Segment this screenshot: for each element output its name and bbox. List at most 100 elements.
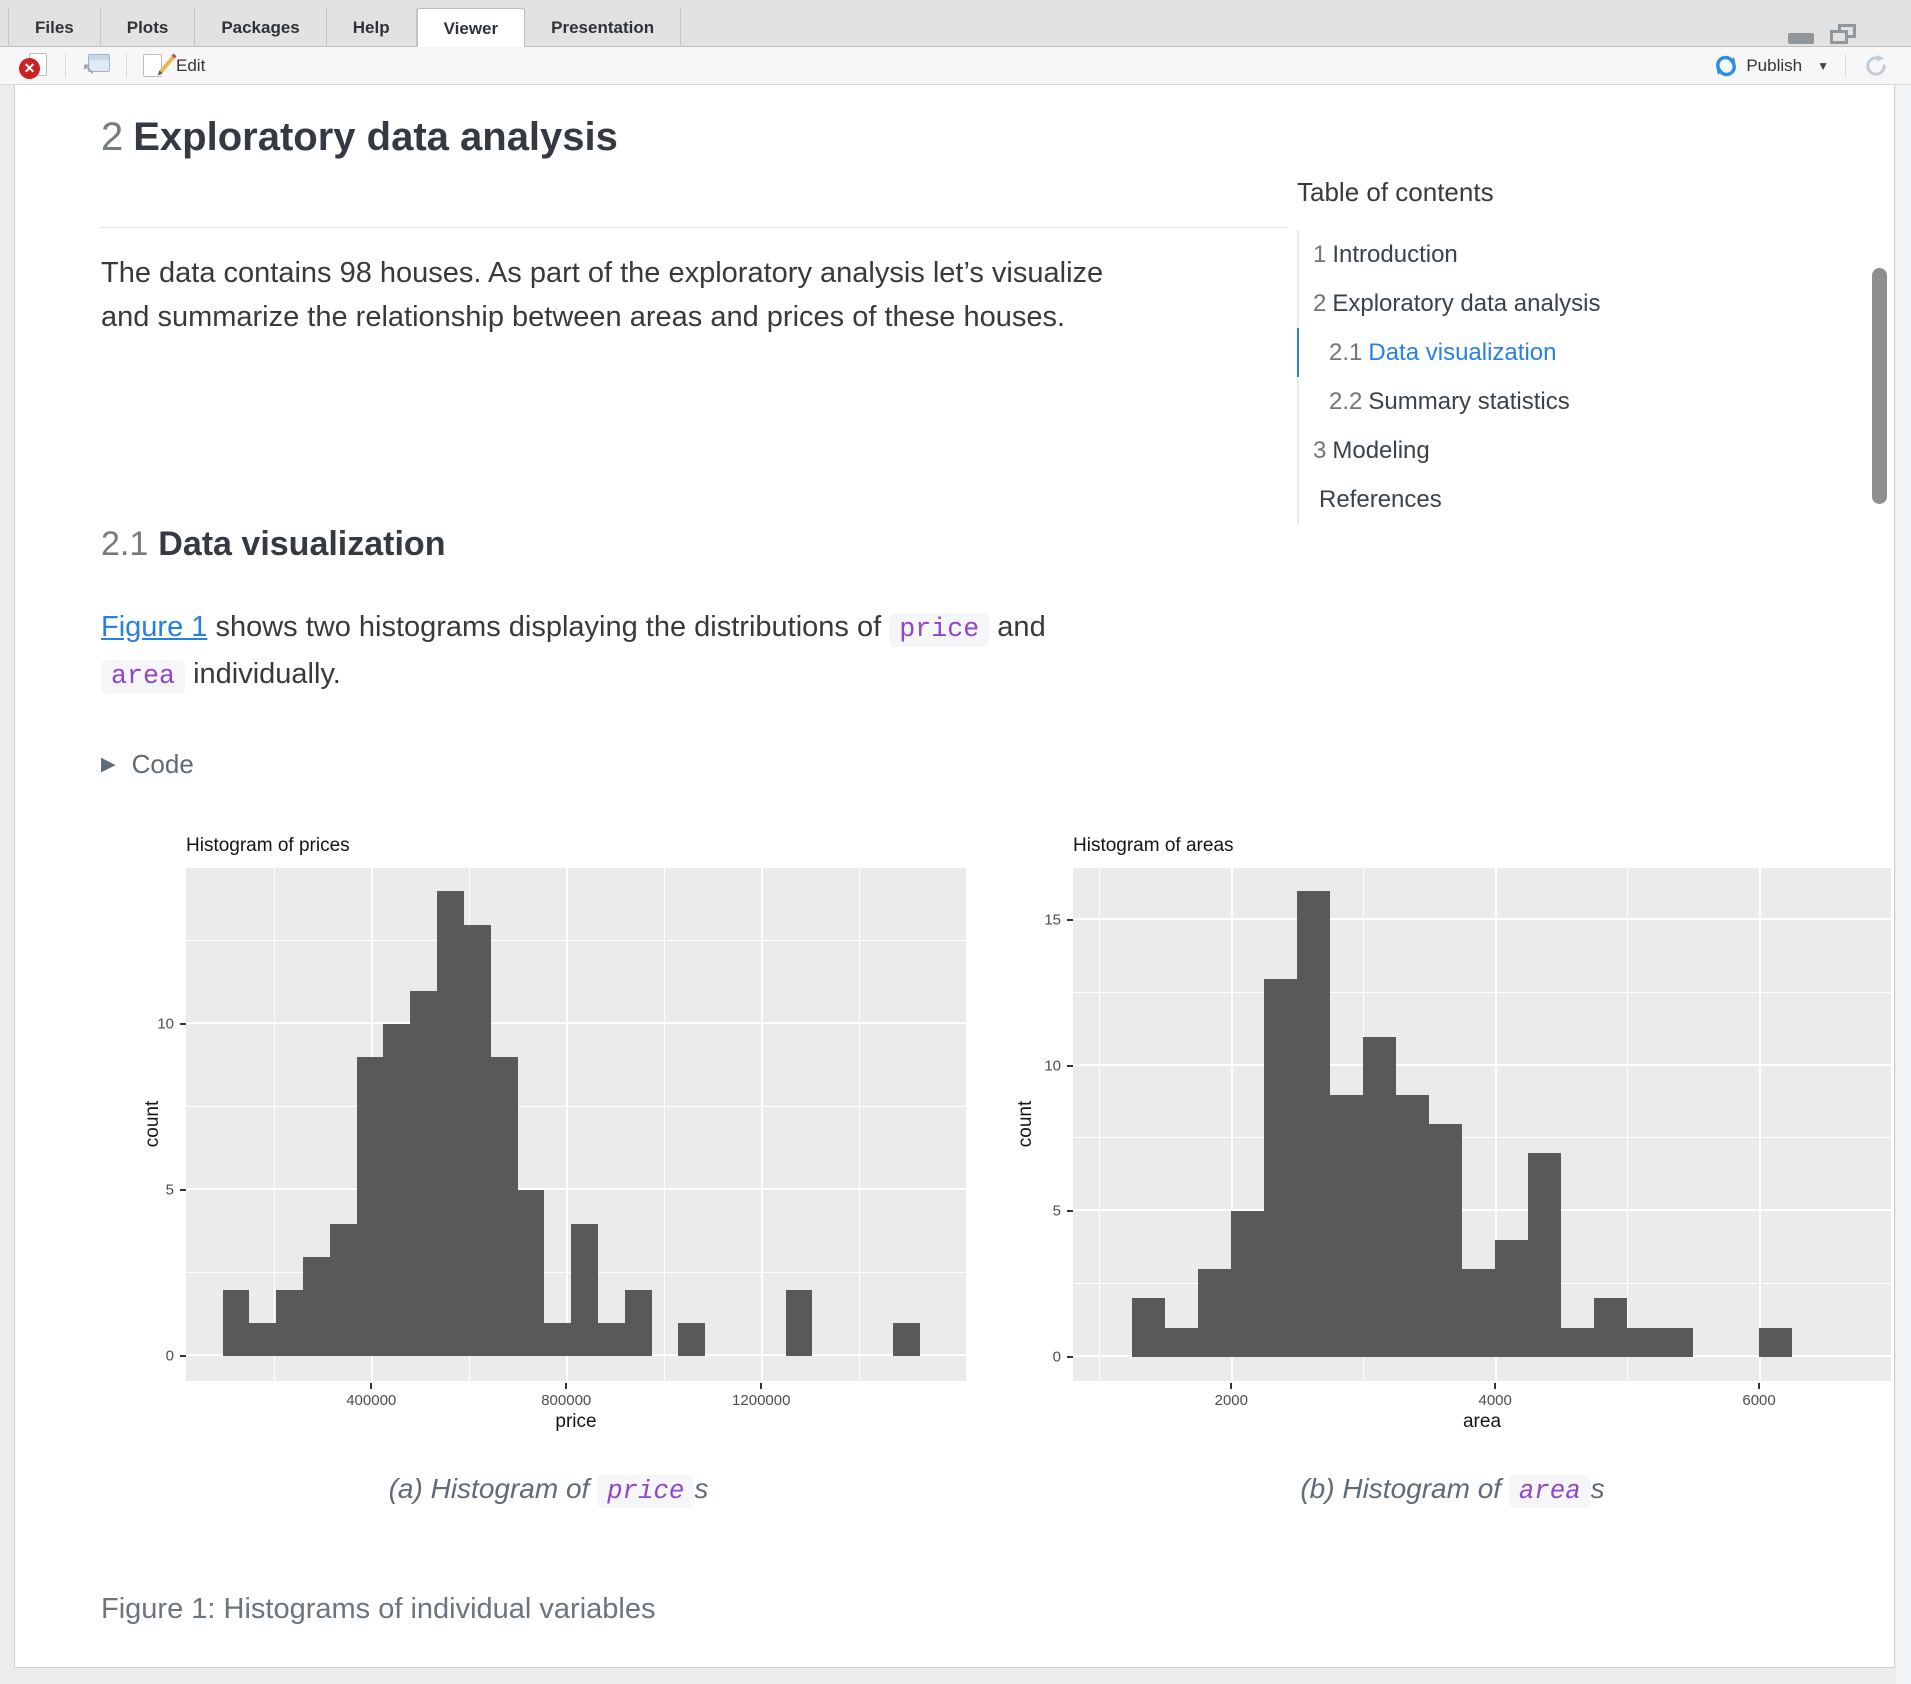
tab-files[interactable]: Files [8,8,101,48]
refresh-button[interactable] [1855,49,1897,83]
subcaption-a: (a) Histogram of price s [388,1473,709,1508]
plot-panel [186,868,966,1381]
y-tick-mark [1067,919,1073,922]
code-disclosure-toggle[interactable]: ▶ Code [101,749,194,780]
histogram-bar [1594,1298,1628,1357]
toc-item-references[interactable]: References [1297,475,1637,524]
histogram-bar [1264,978,1298,1357]
clear-viewer-icon: ✕ [19,52,49,79]
y-axis: 0 5 10 [146,868,186,1381]
tab-plots[interactable]: Plots [101,8,196,48]
histogram-bar [1198,1269,1232,1357]
minimize-pane-icon[interactable] [1788,33,1814,44]
toc-item-modeling[interactable]: 3 Modeling [1297,426,1637,475]
edit-button-label: Edit [176,55,206,75]
code-toggle-label: Code [131,749,194,779]
gridline-minor [1099,868,1101,1381]
disclosure-triangle-icon: ▶ [101,754,116,775]
toc-item-exploratory-data-analysis[interactable]: 2 Exploratory data analysis [1297,279,1637,328]
gridline-major [1073,918,1891,921]
subcaption-b: (b) Histogram of area s [1300,1473,1605,1508]
x-tick-label: 1200000 [732,1392,791,1409]
viewer-toolbar: ✕ ↖ Edit Publish ▼ [0,47,1911,85]
gridline-minor [186,1106,966,1108]
x-tick-label: 6000 [1742,1392,1776,1409]
x-tick-label: 400000 [346,1392,397,1409]
x-tick-label: 4000 [1478,1392,1512,1409]
plot-panel [1073,868,1891,1381]
toc-item-data-visualization[interactable]: 2.1 Data visualization [1297,328,1637,377]
open-in-new-window-button[interactable]: ↖ [75,51,117,81]
pane-tab-bar: Files Plots Packages Help Viewer Present… [0,0,1911,48]
table-of-contents: Table of contents 1 Introduction 2 Explora… [1297,177,1637,524]
y-tick-label: 15 [1044,911,1061,929]
histogram-bar [437,891,464,1357]
histogram-bar [1627,1327,1661,1357]
gridline-major [186,1022,966,1025]
publish-dropdown-caret-icon: ▼ [1817,58,1829,73]
histogram-bar [571,1223,598,1357]
histogram-bar [463,924,491,1357]
tab-presentation[interactable]: Presentation [525,8,682,48]
x-tick-mark [370,1383,373,1389]
y-axis: 0 5 10 15 [1019,868,1073,1381]
y-tick-mark [180,1189,186,1192]
histogram-bar [597,1323,625,1357]
y-tick-label: 5 [1052,1202,1061,1220]
x-tick-label: 800000 [541,1392,592,1409]
open-in-new-window-icon: ↖ [82,53,110,78]
y-tick-mark [1067,1064,1073,1067]
figure-reference-paragraph: Figure 1 shows two histograms displaying… [101,611,1046,694]
histogram-of-areas-chart: Histogram of areas 0 5 10 15 2000 4000 6000 area… [1015,833,1899,1433]
histogram-bar [1495,1240,1529,1357]
tab-help[interactable]: Help [327,8,417,48]
pane-edge [1896,85,1911,1684]
viewer-document: 2 Exploratory data analysis The data cont… [14,85,1895,1668]
publish-button-label: Publish [1746,55,1803,75]
figure-1-link[interactable]: Figure 1 [101,611,208,643]
inline-code-price: price [597,1475,695,1508]
y-tick-mark [180,1355,186,1358]
histogram-bar [1660,1327,1694,1357]
inline-code-price: price [889,613,990,647]
clear-viewer-button[interactable]: ✕ [12,50,56,82]
histogram-bar [1429,1123,1463,1357]
y-tick-label: 0 [1052,1348,1061,1366]
publish-button[interactable]: Publish ▼ [1706,50,1836,82]
x-tick-mark [1758,1383,1761,1389]
heading-divider [101,227,1287,228]
histogram-bar [1330,1094,1364,1357]
histogram-bar [892,1323,920,1357]
histogram-bar [276,1289,303,1357]
gridline-minor [858,868,860,1381]
histogram-bar [383,1024,411,1357]
y-tick-label: 0 [165,1347,174,1365]
inline-code-area: area [1508,1475,1591,1508]
y-tick-mark [180,1023,186,1026]
gridline-minor [1073,1137,1891,1139]
gridline-major [1073,1209,1891,1212]
x-tick-mark [1230,1383,1233,1389]
edit-pencil-icon [143,53,175,78]
gridline-minor [186,940,966,942]
tab-packages[interactable]: Packages [195,8,327,48]
gridline-major [1231,868,1234,1381]
maximize-pane-icon[interactable] [1830,24,1856,44]
histogram-bar [1528,1153,1562,1357]
tab-viewer[interactable]: Viewer [416,8,526,48]
x-axis: 400000 800000 1200000 [186,1383,966,1423]
histogram-bar [785,1289,813,1357]
intro-paragraph: The data contains 98 houses. As part of … [101,257,1104,333]
gridline-minor [1627,868,1629,1381]
histogram-bar [1363,1036,1397,1357]
histogram-bar [490,1057,518,1357]
vertical-scrollbar-thumb[interactable] [1872,268,1887,504]
histogram-bar [410,990,438,1357]
edit-button[interactable]: Edit [136,50,212,81]
toc-item-introduction[interactable]: 1 Introduction [1297,230,1637,279]
y-tick-label: 10 [1044,1057,1061,1075]
x-axis-title: price [555,1411,597,1432]
y-axis-title: count [142,1100,164,1148]
inline-code-area: area [101,660,186,694]
toc-item-summary-statistics[interactable]: 2.2 Summary statistics [1297,377,1637,426]
